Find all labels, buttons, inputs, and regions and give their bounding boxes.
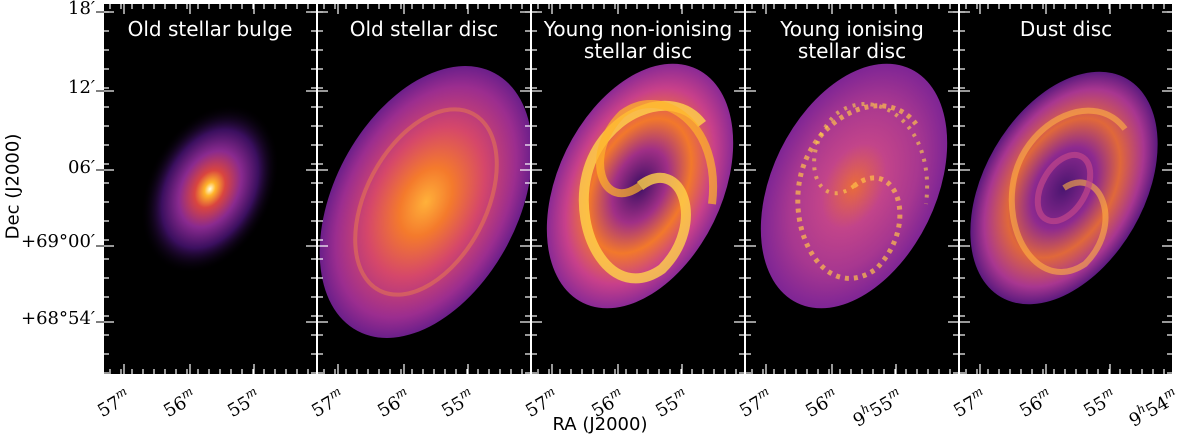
panel-title: Old stellar disc — [349, 17, 499, 41]
panel-title: Young non-ionising stellar disc — [543, 17, 733, 63]
xtick-label: 57m — [93, 384, 129, 422]
panel-title: Old stellar bulge — [127, 17, 293, 41]
xtick-label: 56m — [373, 384, 409, 422]
xtick-label: 56m — [801, 384, 837, 422]
ytick-label: 18′ — [68, 0, 95, 19]
ytick-label: 06′ — [68, 157, 95, 178]
old-disc-image — [319, 66, 530, 338]
panel-title: Dust disc — [1019, 17, 1113, 41]
xtick-label: 55m — [223, 384, 259, 422]
panel-young-non-ionising: Young non-ionising stellar disc — [532, 4, 744, 374]
xtick-label: 9h55m — [849, 384, 901, 432]
young-non-ionising-image — [546, 63, 734, 309]
xtick-label: 56m — [1015, 384, 1051, 422]
xtick-label: 57m — [735, 384, 771, 422]
x-axis-label: RA (J2000) — [552, 414, 648, 435]
xtick-label: 55m — [437, 384, 473, 422]
y-axis-label: Dec (J2000) — [2, 133, 24, 240]
xtick-label: 57m — [307, 384, 343, 422]
young-ionising-image — [760, 63, 948, 309]
xtick-label: 55m — [1079, 384, 1115, 422]
ytick-label: 12′ — [68, 77, 95, 98]
panel-old-stellar-bulge: Old stellar bulge — [104, 4, 316, 374]
panel-dust-disc: Dust disc — [960, 4, 1172, 374]
ytick-label: +68°54′ — [21, 308, 95, 329]
ytick-label: +69°00′ — [21, 231, 95, 252]
panel-title: Young ionising stellar disc — [780, 17, 924, 63]
panel-young-ionising: Young ionising stellar disc — [746, 4, 958, 374]
xtick-label: 57m — [949, 384, 985, 422]
xtick-label: 9h54m — [1125, 384, 1177, 432]
dust-disc-image — [970, 71, 1158, 305]
panel-old-stellar-disc: Old stellar disc — [318, 4, 530, 374]
xtick-label: 56m — [159, 384, 195, 422]
bulge-image — [140, 104, 280, 274]
